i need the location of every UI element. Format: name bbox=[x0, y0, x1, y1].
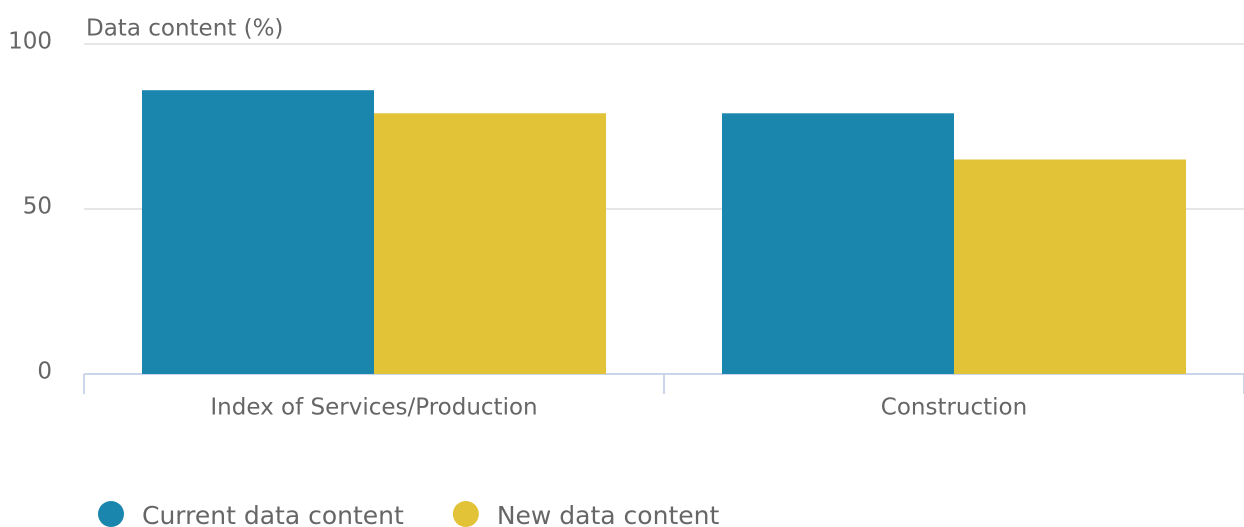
y-axis-label: Data content (%) bbox=[86, 16, 283, 42]
y-tick-label: 100 bbox=[8, 29, 52, 55]
bar bbox=[142, 90, 374, 374]
y-tick-label: 50 bbox=[23, 194, 52, 220]
legend-label: Current data content bbox=[142, 501, 404, 527]
x-tick-label: Construction bbox=[881, 395, 1027, 421]
bar bbox=[954, 159, 1186, 374]
bar bbox=[374, 113, 606, 375]
x-tick-label: Index of Services/Production bbox=[210, 395, 537, 421]
y-tick-label: 0 bbox=[37, 359, 52, 385]
legend-marker bbox=[452, 501, 479, 527]
legend-label: New data content bbox=[497, 501, 720, 527]
bar bbox=[722, 113, 954, 375]
legend-marker bbox=[98, 501, 124, 527]
